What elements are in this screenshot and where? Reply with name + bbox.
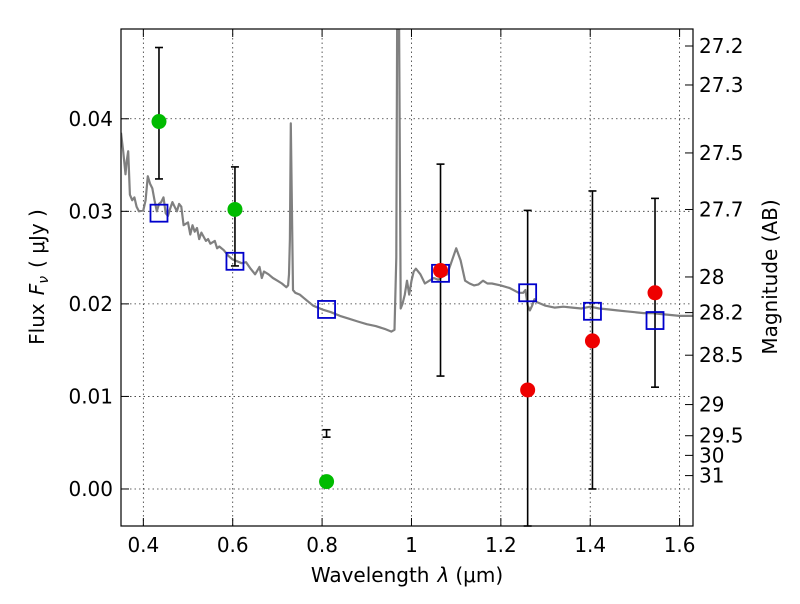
y-axis-title-symbol: F <box>25 283 49 295</box>
mag-tick-label: 29 <box>699 393 724 417</box>
x-tick-label: 1.6 <box>664 533 696 557</box>
model-photometry-square <box>518 283 538 303</box>
axis-ticks: 0.4 0.6 0.8 1 1.2 1.4 1.6 0.00 0.01 0.02 0.03 0.04 2… <box>68 29 744 557</box>
y2-axis-title: Magnitude (AB) <box>758 199 782 354</box>
model-photometry-layer <box>149 203 665 330</box>
mag-tick-label: 30 <box>699 443 724 467</box>
model-photometry-square <box>583 301 602 321</box>
nir-point <box>433 263 449 279</box>
mag-tick-label: 27.7 <box>699 197 744 221</box>
mag-tick-label: 27.3 <box>699 73 744 97</box>
x-tick-label: 1.4 <box>574 533 606 557</box>
optical-point <box>151 114 167 130</box>
y-tick-label: 0.01 <box>68 384 113 408</box>
x-tick-label: 1 <box>405 533 418 557</box>
mag-tick-label: 28 <box>699 265 724 289</box>
mag-tick-label: 27.2 <box>699 34 744 58</box>
plot-frame <box>120 28 694 527</box>
model-photometry-square <box>225 251 245 271</box>
x-axis-title-symbol: λ <box>437 563 450 587</box>
x-axis-title-unit: (μm) <box>455 563 503 587</box>
x-tick-label: 0.8 <box>306 533 338 557</box>
plot-background <box>121 29 693 526</box>
y-axis-title: Flux Fν ( μJy ) <box>25 209 52 345</box>
x-tick-label: 1.2 <box>485 533 517 557</box>
optical-point <box>227 201 243 217</box>
y-axis-title-unit: ( μJy ) <box>25 209 49 268</box>
y-tick-label: 0.04 <box>68 107 113 131</box>
x-axis-title-text: Wavelength <box>311 563 430 587</box>
mag-tick-label: 28.5 <box>699 343 744 367</box>
y-axis-title-subscript: ν <box>36 276 52 284</box>
model-photometry-square <box>149 203 169 223</box>
nir-point <box>520 382 536 398</box>
y-axis-title-text: Flux <box>25 303 49 345</box>
model-photometry-square <box>645 311 665 330</box>
x-axis-title: Wavelength λ (μm) <box>311 563 503 587</box>
y-tick-label: 0.00 <box>68 477 113 501</box>
optical-point <box>319 474 335 490</box>
mag-tick-label: 27.5 <box>699 141 744 165</box>
observed-points-layer <box>151 114 663 490</box>
nir-point <box>584 333 600 349</box>
nir-point <box>647 285 663 301</box>
x-tick-label: 0.6 <box>217 533 249 557</box>
mag-tick-label: 28.2 <box>699 301 744 325</box>
model-photometry-square <box>317 300 336 319</box>
mag-tick-label: 31 <box>699 464 724 488</box>
mag-tick-label: 29.5 <box>699 424 744 448</box>
y-tick-label: 0.03 <box>68 199 113 223</box>
x-tick-label: 0.4 <box>127 533 159 557</box>
y-tick-label: 0.02 <box>68 292 113 316</box>
